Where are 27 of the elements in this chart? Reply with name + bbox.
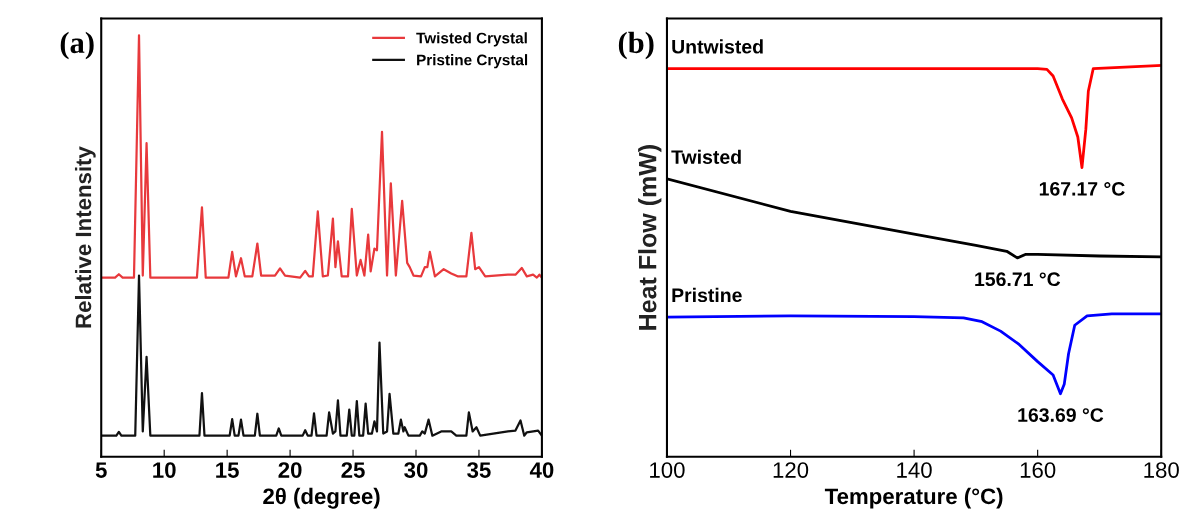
- legend-label: Twisted Crystal: [416, 32, 527, 47]
- chart-title: (a): [60, 31, 94, 60]
- x-axis-title: 2θ (degree): [263, 487, 380, 509]
- y-axis-title: Heat Flow (mW): [638, 145, 662, 330]
- chart-title: (b): [618, 31, 654, 60]
- annotation: 167.17 °C: [1039, 181, 1125, 196]
- x-axis-title: Temperature (°C): [824, 487, 1003, 509]
- series-label: Untwisted: [672, 39, 763, 54]
- y-axis-title: Relative Intensity: [74, 146, 96, 328]
- x-tick-label: 160: [1020, 462, 1056, 478]
- x-tick-label: 20: [278, 462, 302, 478]
- series-label: Pristine: [672, 287, 742, 303]
- legend-label: Pristine Crystal: [417, 54, 528, 69]
- x-tick-label: 35: [467, 462, 491, 478]
- x-tick-label: 15: [216, 462, 239, 478]
- x-tick-label: 140: [897, 462, 932, 478]
- x-tick-label: 180: [1144, 462, 1179, 478]
- x-tick-label: 5: [95, 462, 107, 478]
- series-label: Twisted: [671, 149, 741, 164]
- x-tick-label: 40: [529, 462, 554, 478]
- annotation: 163.69 °C: [1018, 408, 1104, 422]
- x-tick-label: 100: [650, 462, 685, 478]
- x-tick-label: 10: [153, 462, 176, 478]
- x-tick-label: 120: [773, 462, 809, 478]
- annotation: 156.71 °C: [975, 272, 1061, 287]
- x-tick-label: 25: [341, 462, 365, 478]
- x-tick-label: 30: [404, 462, 428, 478]
